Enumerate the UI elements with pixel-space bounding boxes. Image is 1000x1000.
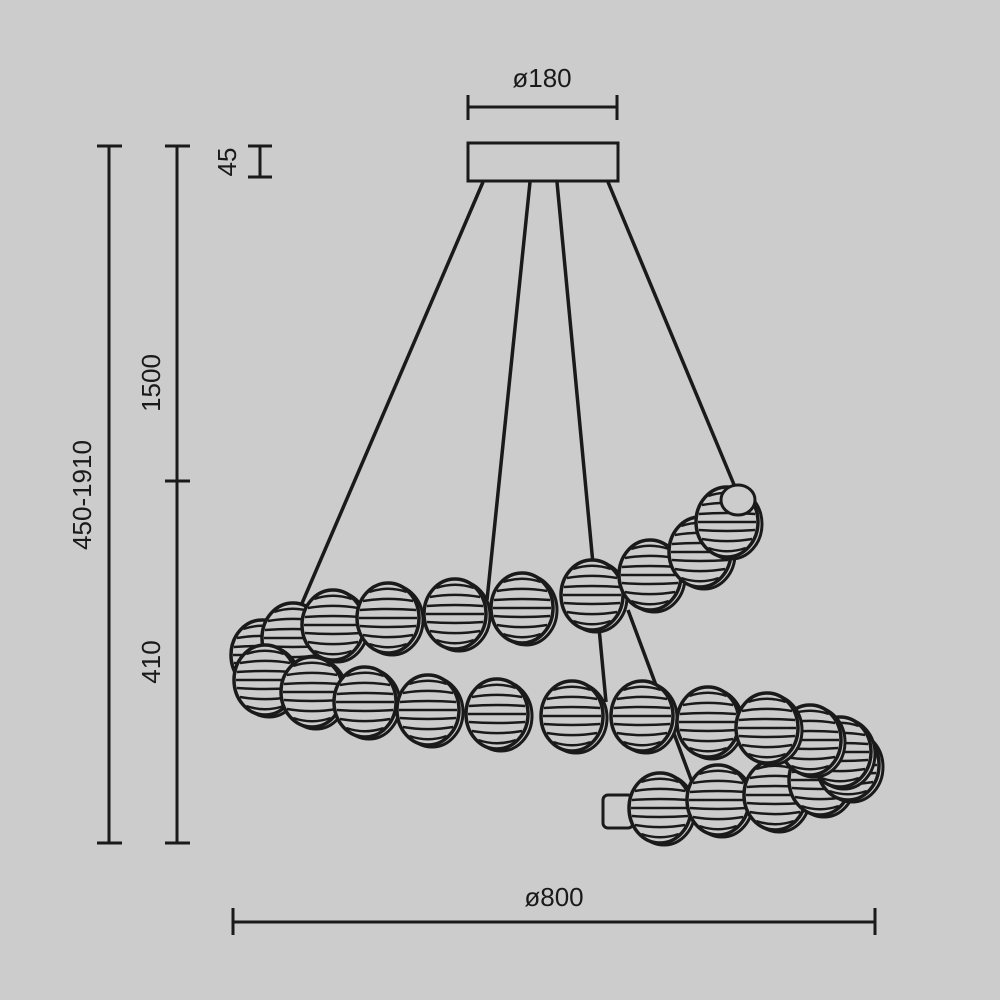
glass-bead [422,577,492,653]
wire [485,181,532,601]
glass-bead [489,571,559,647]
glass-bead [395,673,465,749]
body-height-label: 410 [136,640,166,683]
wire [298,181,485,609]
glass-bead [559,558,629,634]
glass-bead [675,685,745,761]
cable-and-body-dimension [165,144,190,845]
glass-bead [355,581,425,657]
glass-bead [685,763,755,839]
cable-length-label: 1500 [136,354,166,412]
glass-bead [609,679,679,755]
total-height-label: 450-1910 [67,440,97,550]
glass-bead [464,677,534,753]
glass-bead [627,771,697,847]
dimension-lines [97,95,877,935]
glass-bead [279,655,349,731]
total-height-dimension [97,144,122,845]
glass-bead [300,588,370,664]
canopy-diameter-dimension [466,95,619,120]
bead-chain [229,483,885,847]
body-diameter-label: ø800 [524,882,583,912]
canopy [466,141,620,183]
top-connector [719,483,757,517]
canopy-diameter-label: ø180 [512,63,571,93]
body-diameter-dimension [231,908,877,935]
wire [606,181,737,488]
glass-bead [332,665,402,741]
glass-bead [734,691,804,767]
glass-bead [539,679,609,755]
canopy-height-dimension [248,144,272,179]
canopy-height-label: 45 [212,148,242,177]
